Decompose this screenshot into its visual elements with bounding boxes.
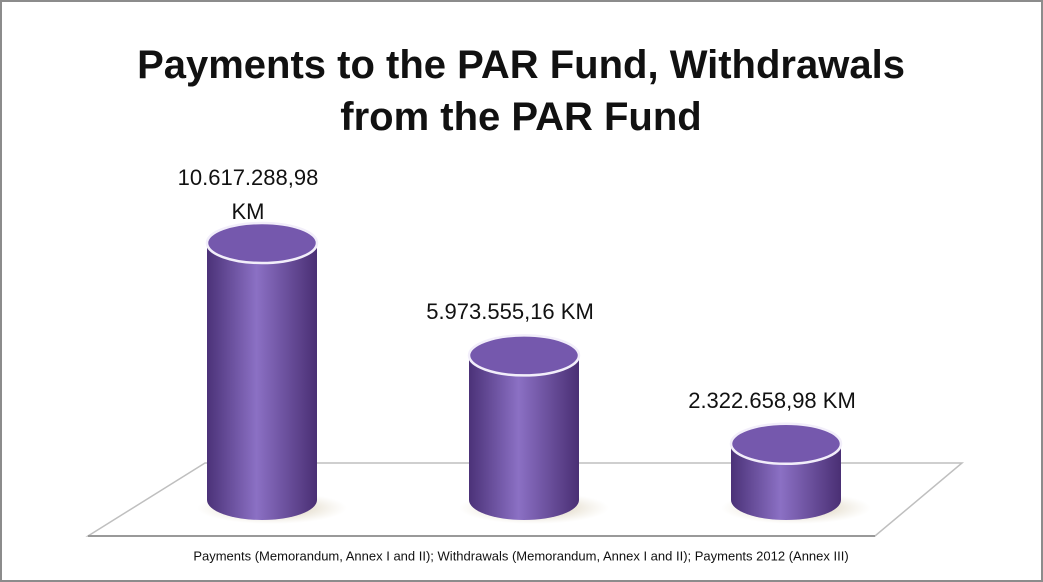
x-label: Payments (Memorandum, Annex I and II); W… <box>193 548 848 563</box>
bar <box>731 443 841 520</box>
bar-top <box>729 422 843 466</box>
value-label: 2.322.658,98 KM <box>688 387 856 413</box>
chart-title: Payments to the PAR Fund, Withdrawals fro… <box>137 43 905 139</box>
bar <box>207 243 317 520</box>
bar-top <box>467 334 581 377</box>
value-label: 5.973.555,16 KM <box>426 299 594 325</box>
bar-top <box>205 221 319 265</box>
bar <box>469 355 579 520</box>
value-label: 10.617.288,98 KM <box>177 165 319 224</box>
